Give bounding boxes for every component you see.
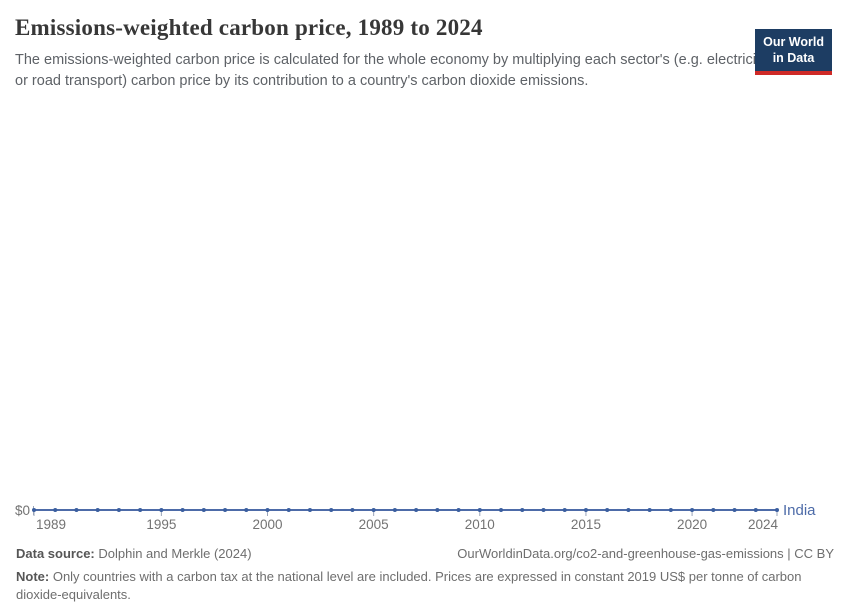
data-point-marker[interactable] bbox=[775, 508, 779, 512]
data-point-marker[interactable] bbox=[626, 508, 631, 512]
data-point-marker[interactable] bbox=[329, 508, 334, 512]
series-label-india[interactable]: India bbox=[783, 502, 816, 519]
data-point-marker[interactable] bbox=[350, 508, 355, 512]
citation-link[interactable]: OurWorldinData.org/co2-and-greenhouse-ga… bbox=[457, 546, 834, 561]
line-chart: $0 1989 1995 2000 2005 2010 2015 2020 2024 Indi… bbox=[0, 15, 850, 545]
x-tick-label: 2000 bbox=[252, 517, 283, 532]
data-point-marker[interactable] bbox=[180, 508, 185, 512]
data-point-marker[interactable] bbox=[138, 508, 143, 512]
data-point-marker[interactable] bbox=[605, 508, 610, 512]
owid-logo-line2: in Data bbox=[772, 50, 815, 65]
x-tick-label: 1989 bbox=[36, 517, 67, 532]
data-point-marker[interactable] bbox=[435, 508, 440, 512]
owid-chart-page: Emissions-weighted carbon price, 1989 to… bbox=[0, 15, 850, 602]
x-tick-label: 2020 bbox=[677, 517, 708, 532]
data-point-marker[interactable] bbox=[690, 508, 695, 512]
data-point-marker[interactable] bbox=[244, 508, 249, 512]
data-source-label: Data source: bbox=[16, 546, 95, 561]
chart-footer: Data source: Dolphin and Merkle (2024) O… bbox=[16, 546, 834, 603]
note: Note: Only countries with a carbon tax a… bbox=[16, 568, 816, 603]
data-point-marker[interactable] bbox=[32, 508, 36, 512]
data-point-marker[interactable] bbox=[499, 508, 504, 512]
data-point-marker[interactable] bbox=[414, 508, 419, 512]
data-point-marker[interactable] bbox=[116, 508, 121, 512]
data-point-marker[interactable] bbox=[583, 508, 588, 512]
data-point-marker[interactable] bbox=[265, 508, 270, 512]
owid-logo-line1: Our World bbox=[763, 35, 824, 49]
data-source-value: Dolphin and Merkle (2024) bbox=[94, 546, 252, 561]
data-point-marker[interactable] bbox=[223, 508, 228, 512]
data-point-marker[interactable] bbox=[732, 508, 737, 512]
x-tick-label: 1995 bbox=[146, 517, 177, 532]
data-point-marker[interactable] bbox=[562, 508, 567, 512]
data-point-marker[interactable] bbox=[74, 508, 79, 512]
data-point-marker[interactable] bbox=[711, 508, 716, 512]
owid-logo[interactable]: Our World in Data bbox=[755, 29, 832, 76]
x-axis-tick-labels: 1989 1995 2000 2005 2010 2015 2020 2024 bbox=[0, 517, 850, 535]
data-point-marker[interactable] bbox=[159, 508, 164, 512]
data-point-marker[interactable] bbox=[201, 508, 206, 512]
data-point-marker[interactable] bbox=[286, 508, 291, 512]
data-point-marker[interactable] bbox=[477, 508, 482, 512]
data-point-marker[interactable] bbox=[95, 508, 100, 512]
page-title: Emissions-weighted carbon price, 1989 to… bbox=[15, 15, 483, 40]
note-label: Note: bbox=[16, 569, 50, 584]
data-point-marker[interactable] bbox=[647, 508, 652, 512]
x-tick-label: 2015 bbox=[570, 517, 601, 532]
data-point-marker[interactable] bbox=[541, 508, 546, 512]
data-point-marker[interactable] bbox=[753, 508, 758, 512]
data-point-marker[interactable] bbox=[668, 508, 673, 512]
data-point-marker[interactable] bbox=[392, 508, 397, 512]
chart-subtitle: The emissions-weighted carbon price is c… bbox=[15, 52, 771, 89]
chart-canvas[interactable] bbox=[0, 15, 850, 545]
y-axis-tick-label: $0 bbox=[14, 503, 30, 518]
data-point-marker[interactable] bbox=[371, 508, 376, 512]
data-source: Data source: Dolphin and Merkle (2024) bbox=[16, 546, 252, 561]
data-point-marker[interactable] bbox=[456, 508, 461, 512]
x-tick-label: 2010 bbox=[464, 517, 495, 532]
x-tick-label: 2005 bbox=[358, 517, 389, 532]
note-value: Only countries with a carbon tax at the … bbox=[16, 569, 802, 602]
data-point-marker[interactable] bbox=[520, 508, 525, 512]
data-point-marker[interactable] bbox=[307, 508, 312, 512]
data-point-marker[interactable] bbox=[53, 508, 58, 512]
x-tick-label: 2024 bbox=[747, 517, 778, 532]
